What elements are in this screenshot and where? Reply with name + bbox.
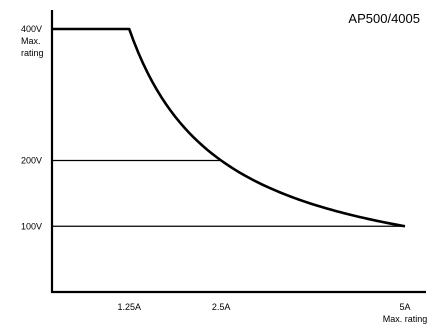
chart-title: AP500/4005 [348,11,420,26]
series-line-0 [52,27,406,228]
reference-lines [52,28,405,227]
y-tick-label-400: 400V [21,24,42,34]
x-tick-sublabel: Max. rating [383,314,428,324]
y-tick-label-100: 100V [21,221,42,231]
axes [50,10,426,294]
y-tick-sublabel: rating [21,48,44,58]
y-tick-sublabel: Max. [21,36,41,46]
y-tick-labels: 400V Max. rating 200V 100V [21,24,44,231]
x-tick-labels: 1.25A 2.5A 5A Max. rating [117,302,427,324]
x-tick-label-5: 5A [399,302,410,312]
y-tick-label-200: 200V [21,156,42,166]
x-tick-label-1.25: 1.25A [117,302,141,312]
series [52,27,406,228]
x-tick-label-2.5: 2.5A [212,302,231,312]
